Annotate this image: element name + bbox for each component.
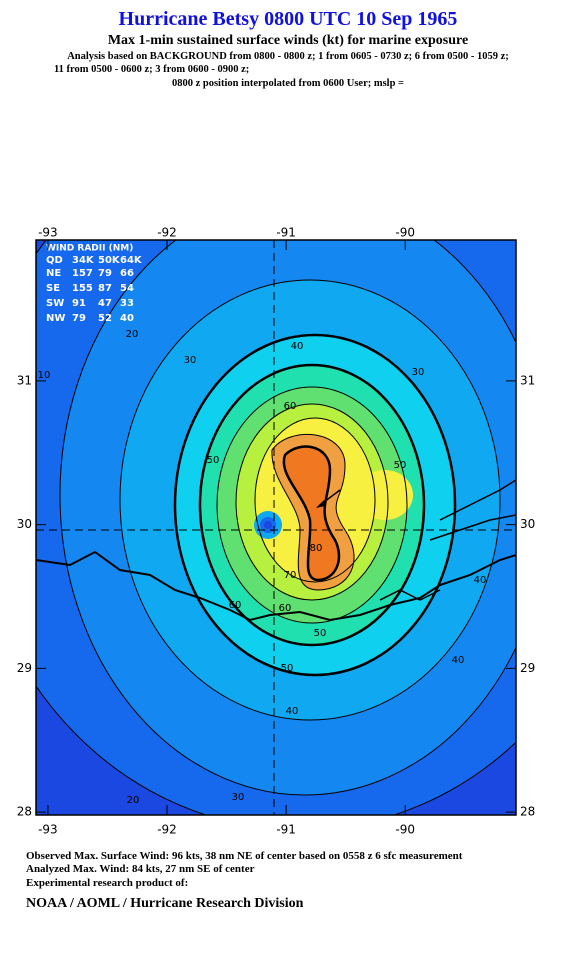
radii-cell: 157 <box>72 268 93 279</box>
lat-label: 29 <box>17 661 32 675</box>
contour-label: 50 <box>281 663 294 674</box>
contour-label: 30 <box>232 792 245 803</box>
lat-label: 28 <box>520 805 535 819</box>
analysis-line: Analysis based on BACKGROUND from 0800 -… <box>67 51 509 62</box>
radii-cell: 52 <box>98 313 112 324</box>
radii-header: 50K <box>98 255 121 266</box>
contour-label: 30 <box>184 355 197 366</box>
contour-label: 20 <box>127 795 140 806</box>
contour-label: 40 <box>286 706 299 717</box>
footer-line: Analyzed Max. Wind: 84 kts, 27 nm SE of … <box>26 863 255 875</box>
lon-label: -93 <box>38 823 58 837</box>
map-frame <box>35 239 517 816</box>
footer-org: NOAA / AOML / Hurricane Research Divisio… <box>26 896 304 911</box>
analysis-line: 0800 z position interpolated from 0600 U… <box>171 78 405 89</box>
lon-label: -92 <box>157 226 177 240</box>
radii-cell: 47 <box>98 298 112 309</box>
contour-label: 50 <box>207 455 220 466</box>
radii-cell: 79 <box>98 268 112 279</box>
lon-label: -90 <box>395 226 415 240</box>
radii-cell: 155 <box>72 283 93 294</box>
wind-field <box>36 240 516 815</box>
radii-cell: 33 <box>120 298 134 309</box>
subtitle: Max 1-min sustained surface winds (kt) f… <box>107 33 469 48</box>
contour-label: 20 <box>126 329 139 340</box>
contour-label: 60 <box>229 600 242 611</box>
contour-label: 50 <box>314 628 327 639</box>
lat-label: 30 <box>17 517 32 531</box>
radii-cell: NE <box>46 268 61 279</box>
lon-label: -93 <box>38 226 58 240</box>
contour-label: 30 <box>412 367 425 378</box>
lon-label: -90 <box>395 823 415 837</box>
footer-line: Experimental research product of: <box>26 877 189 889</box>
contour-label: 80 <box>310 543 323 554</box>
contour-label: 60 <box>279 603 292 614</box>
contour-label: 60 <box>284 401 297 412</box>
contour-label: 10 <box>38 370 51 381</box>
lat-label: 28 <box>17 805 32 819</box>
radii-cell: SW <box>46 298 64 309</box>
radii-cell: SE <box>46 283 60 294</box>
contour-label: 40 <box>452 655 465 666</box>
contour-label: 50 <box>394 460 407 471</box>
footer-line: Observed Max. Surface Wind: 96 kts, 38 n… <box>26 850 463 862</box>
lon-label: -91 <box>276 226 296 240</box>
title: Hurricane Betsy 0800 UTC 10 Sep 1965 <box>118 8 458 30</box>
lat-label: 29 <box>520 661 535 675</box>
lat-label: 30 <box>520 517 535 531</box>
contour-label: 40 <box>474 575 487 586</box>
contour-label: 40 <box>291 341 304 352</box>
radii-cell: 91 <box>72 298 86 309</box>
radii-cell: 79 <box>72 313 86 324</box>
radii-title: WIND RADII (NM) <box>46 244 133 254</box>
radii-header: 34K <box>72 255 95 266</box>
radii-cell: 66 <box>120 268 134 279</box>
lat-label: 31 <box>17 373 32 387</box>
radii-header: 64K <box>120 255 143 266</box>
radii-cell: 87 <box>98 283 112 294</box>
analysis-line: 11 from 0500 - 0600 z; 3 from 0600 - 090… <box>54 64 250 75</box>
lat-label: 31 <box>520 373 535 387</box>
lon-label: -92 <box>157 823 177 837</box>
radii-cell: 40 <box>120 313 134 324</box>
radii-header: QD <box>46 255 63 266</box>
lon-label: -91 <box>276 823 296 837</box>
radii-cell: 54 <box>120 283 134 294</box>
radii-cell: NW <box>46 313 65 324</box>
map: WIND RADII (NM) -93 -93 -92 -92 -91 -91 -90 -90… <box>17 226 536 837</box>
contour-label: 70 <box>284 570 297 581</box>
